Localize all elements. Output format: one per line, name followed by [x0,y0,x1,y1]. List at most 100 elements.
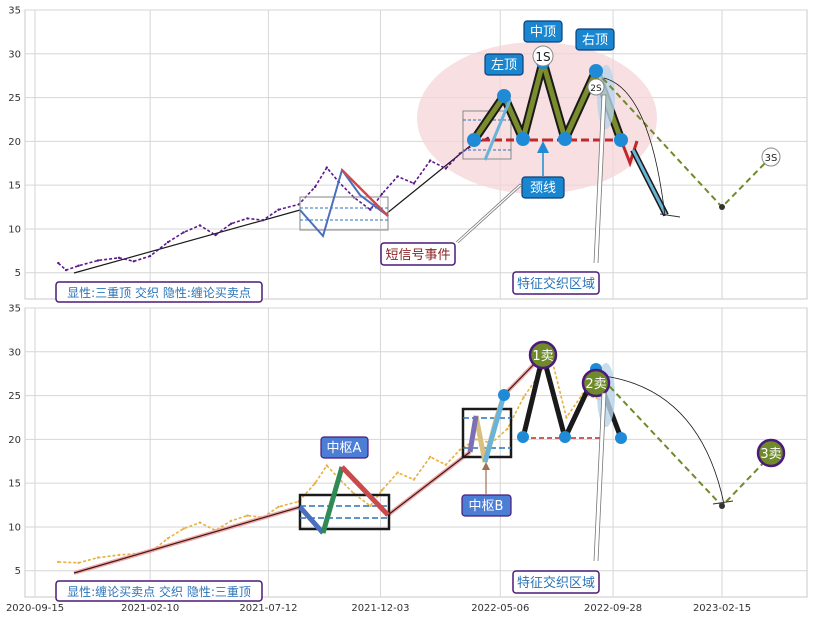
top-caption-text: 显性:三重顶 交织 隐性:缠论买卖点 [67,285,251,300]
y-tick-label: 35 [8,304,21,315]
top-s3-marker: 3S [761,147,781,167]
bottom-projection-tick [712,500,734,505]
top-grid [25,9,807,299]
x-tick-label: 2022-05-06 [471,603,529,614]
x-tick-label: 2021-02-10 [121,603,179,614]
price-point [182,527,185,530]
middle-top-label: 中顶 [530,25,556,40]
top-tag-short-signal: 短信号事件 [380,183,523,266]
neckline-label: 颈线 [530,181,556,196]
price-point [444,167,447,170]
bottom-feature-zone-label: 特征交织区域 [517,575,595,591]
price-point [297,203,300,206]
y-tick-label: 25 [8,93,21,104]
bottom-projection-arc [603,375,725,505]
bottom-node-2 [517,431,529,443]
price-point [57,560,60,564]
price-point [412,478,416,481]
bottom-grid [25,307,807,597]
price-point [522,396,525,399]
top-drop-blue [631,149,668,216]
right-top-label: 右顶 [582,33,608,48]
price-point [369,504,372,508]
price-point [277,505,280,508]
bottom-trend-1 [73,506,301,574]
bottom-x-ticks: 2020-09-15 2021-02-10 2021-07-12 2021-12-03… [6,603,751,614]
bottom-node-1 [498,389,510,401]
y-tick-label: 5 [15,566,21,577]
price-point [412,182,416,185]
price-point [64,268,68,272]
price-point [325,166,328,169]
y-tick-label: 20 [8,435,21,446]
bottom-tag-feature-zone: 特征交织区域 [512,392,607,594]
top-s1-marker: 1S [532,45,554,67]
short-signal-label: 短信号事件 [385,248,450,263]
x-tick-label: 2020-09-15 [6,603,64,614]
left-top-label: 左顶 [491,58,517,73]
price-line [58,353,600,564]
x-tick-label: 2022-09-28 [584,603,642,614]
top-projection-low-dot [719,204,725,210]
bottom-stroke-3 [340,465,390,517]
bottom-node-5 [615,432,627,444]
price-point [246,514,249,517]
price-point [229,222,233,225]
price-point [313,185,317,189]
price-point [182,231,185,234]
top-drop-red [619,139,639,168]
price-point [474,438,478,441]
top-s1-label: 1S [535,50,550,64]
price-point [117,553,121,557]
y-tick-label: 35 [8,6,21,17]
bottom-trend-2 [387,451,471,516]
top-projection-arc [603,77,666,217]
price-point [166,537,170,540]
top-panel: 5 10 15 20 25 30 35 [8,6,808,303]
top-stroke-down [341,169,389,217]
price-point [369,208,372,211]
price-point [148,254,152,258]
top-drop-tick [659,213,681,218]
top-feature-zone-label: 特征交织区域 [517,276,595,292]
zhongshu-b-label: 中枢B [469,499,504,514]
y-tick-label: 5 [15,268,21,279]
sell3-label: 3卖 [760,447,781,462]
x-tick-label: 2023-02-15 [693,603,751,614]
price-point [132,260,135,263]
price-point [166,240,170,244]
price-point [96,259,100,262]
price-point [325,464,328,467]
y-tick-label: 10 [8,224,21,235]
price-point [229,519,233,522]
y-tick-label: 25 [8,391,21,402]
bottom-projection-low-dot [719,503,725,509]
bottom-zhongshu-a-box [298,493,391,531]
price-point [96,556,100,559]
top-node-left-top [497,89,511,103]
y-tick-label: 15 [8,479,21,490]
y-tick-label: 20 [8,137,21,148]
bottom-panel: 5 10 15 20 25 30 35 2020-09-15 2021-02-10 2021-0… [6,304,808,614]
bottom-y-ticks: 5 10 15 20 25 30 35 [8,304,21,578]
y-tick-label: 30 [8,347,21,358]
top-price-series [57,136,489,272]
price-point [506,427,509,431]
price-point [380,489,384,492]
price-point [117,256,121,259]
price-point [429,455,432,459]
bottom-callout-zhongshu-b: 中枢B [461,462,512,517]
top-y-ticks: 5 10 15 20 25 30 35 [8,6,21,280]
price-point [261,219,265,222]
price-point [57,261,60,265]
bottom-sell2-marker: 2卖 [581,368,611,398]
top-node-3 [558,132,572,146]
sell1-label: 1卖 [532,349,553,364]
price-point [396,471,399,474]
y-tick-label: 30 [8,49,21,60]
y-tick-label: 15 [8,181,21,192]
top-node-2 [516,132,530,146]
price-point [246,217,249,220]
bottom-caption: 显性:缠论买卖点 交织 隐性:三重顶 [55,580,263,602]
top-callout-neckline: 颈线 [521,141,565,199]
